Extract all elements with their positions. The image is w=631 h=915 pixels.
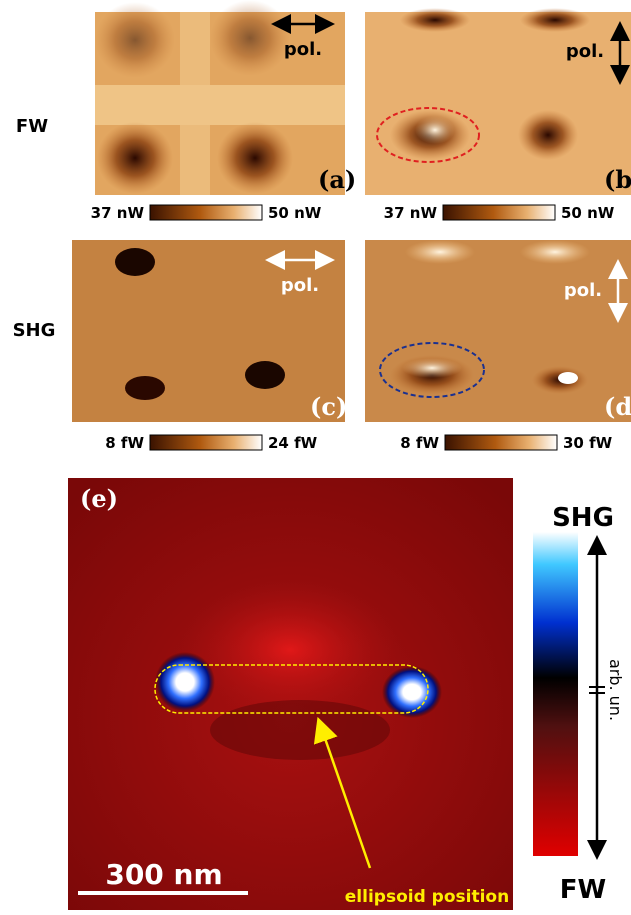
colorbar-top: SHG [552, 503, 614, 533]
pol-label: pol. [564, 280, 602, 301]
panel-a: pol. (a) [95, 0, 356, 195]
panel-label: (e) [80, 484, 118, 513]
colorbar-min: 8 fW [400, 434, 439, 452]
scale-bar-label: 300 nm [105, 858, 222, 891]
pol-label: pol. [281, 275, 319, 296]
colorbar-e: SHG FW arb. un. [533, 503, 625, 905]
panel-label: (b) [604, 165, 631, 194]
panel-label: (c) [310, 392, 347, 421]
colorbar-d: 8 fW 30 fW [400, 434, 612, 452]
panel-e: 300 nm ellipsoid position (e) [68, 478, 513, 910]
panel-d: pol. (d) [365, 240, 631, 422]
colorbar-a: 37 nW 50 nW [91, 204, 322, 222]
row-label: FW [16, 116, 48, 137]
pol-label: pol. [566, 41, 604, 62]
pol-label: pol. [284, 39, 322, 60]
colorbar-min: 37 nW [384, 204, 438, 222]
colorbar-max: 50 nW [268, 204, 322, 222]
colorbar-max: 24 fW [268, 434, 318, 452]
colorbar-min: 8 fW [105, 434, 144, 452]
panel-c: pol. (c) [72, 240, 347, 422]
colorbar-b: 37 nW 50 nW [384, 204, 615, 222]
annotation: ellipsoid position [345, 887, 509, 907]
colorbar-max: 50 nW [561, 204, 615, 222]
colorbar-axis: arb. un. [606, 659, 625, 721]
panel-label: (a) [318, 165, 356, 194]
colorbar-c: 8 fW 24 fW [105, 434, 317, 452]
figure: FW SHG pol. (a) pol. (b) pol. (c) pol. (… [0, 0, 631, 915]
panel-label: (d) [604, 392, 631, 421]
colorbar-max: 30 fW [563, 434, 613, 452]
colorbar-bottom: FW [560, 875, 606, 905]
panel-b: pol. (b) [365, 8, 631, 195]
colorbar-min: 37 nW [91, 204, 145, 222]
row-label: SHG [13, 320, 56, 341]
